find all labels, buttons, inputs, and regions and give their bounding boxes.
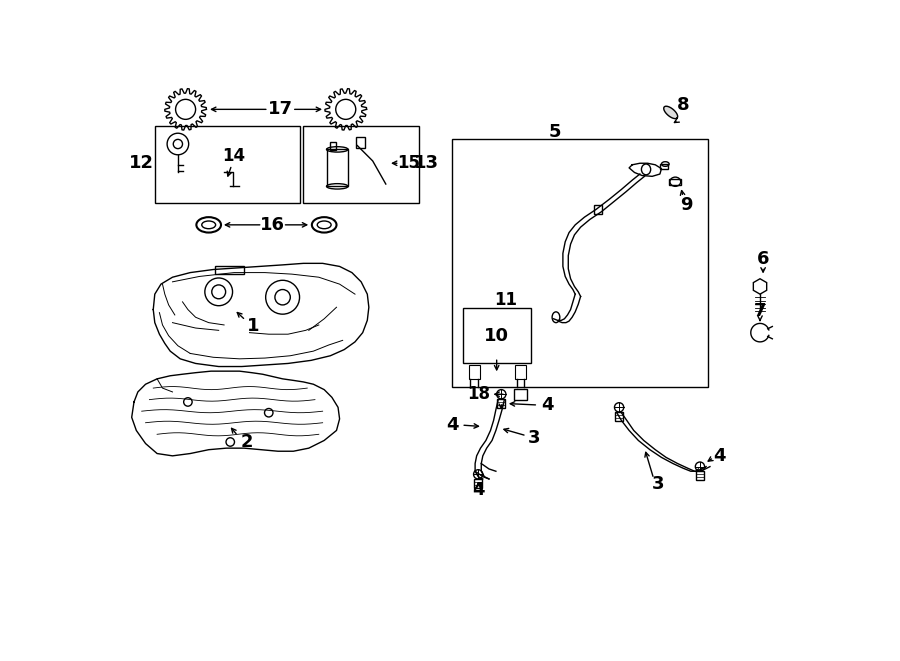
Text: 3: 3 xyxy=(652,475,664,493)
Text: 7: 7 xyxy=(754,302,766,320)
Text: 11: 11 xyxy=(494,292,518,309)
Bar xyxy=(469,365,480,379)
Text: 1: 1 xyxy=(248,317,259,336)
Bar xyxy=(616,412,623,421)
Polygon shape xyxy=(663,106,678,118)
Bar xyxy=(696,471,704,481)
Bar xyxy=(303,126,418,204)
Bar xyxy=(452,139,707,387)
Text: 2: 2 xyxy=(241,433,254,451)
Bar xyxy=(474,479,482,488)
Bar xyxy=(215,266,244,274)
Text: 4: 4 xyxy=(446,416,458,434)
Text: 13: 13 xyxy=(414,154,439,173)
Text: 17: 17 xyxy=(268,100,292,118)
Text: 14: 14 xyxy=(222,147,246,165)
Bar xyxy=(515,365,526,379)
Text: 10: 10 xyxy=(484,327,509,345)
Text: 4: 4 xyxy=(713,447,725,465)
Text: 4: 4 xyxy=(541,396,554,414)
Text: 12: 12 xyxy=(130,154,154,173)
Bar xyxy=(660,164,668,169)
Bar xyxy=(327,149,348,186)
Text: 9: 9 xyxy=(680,196,692,214)
Text: 6: 6 xyxy=(757,250,770,268)
Text: 15: 15 xyxy=(398,154,420,173)
Bar xyxy=(356,137,365,148)
Bar xyxy=(514,389,527,400)
Text: 16: 16 xyxy=(260,216,285,234)
Bar xyxy=(329,143,336,150)
Bar xyxy=(463,308,530,364)
Bar xyxy=(155,126,300,204)
Text: 18: 18 xyxy=(467,385,490,403)
Bar xyxy=(669,178,681,185)
Bar xyxy=(595,205,602,214)
Text: 5: 5 xyxy=(549,124,562,141)
Text: 4: 4 xyxy=(472,481,484,499)
Text: 8: 8 xyxy=(677,96,689,114)
Text: 3: 3 xyxy=(528,429,541,447)
Bar xyxy=(498,399,505,408)
